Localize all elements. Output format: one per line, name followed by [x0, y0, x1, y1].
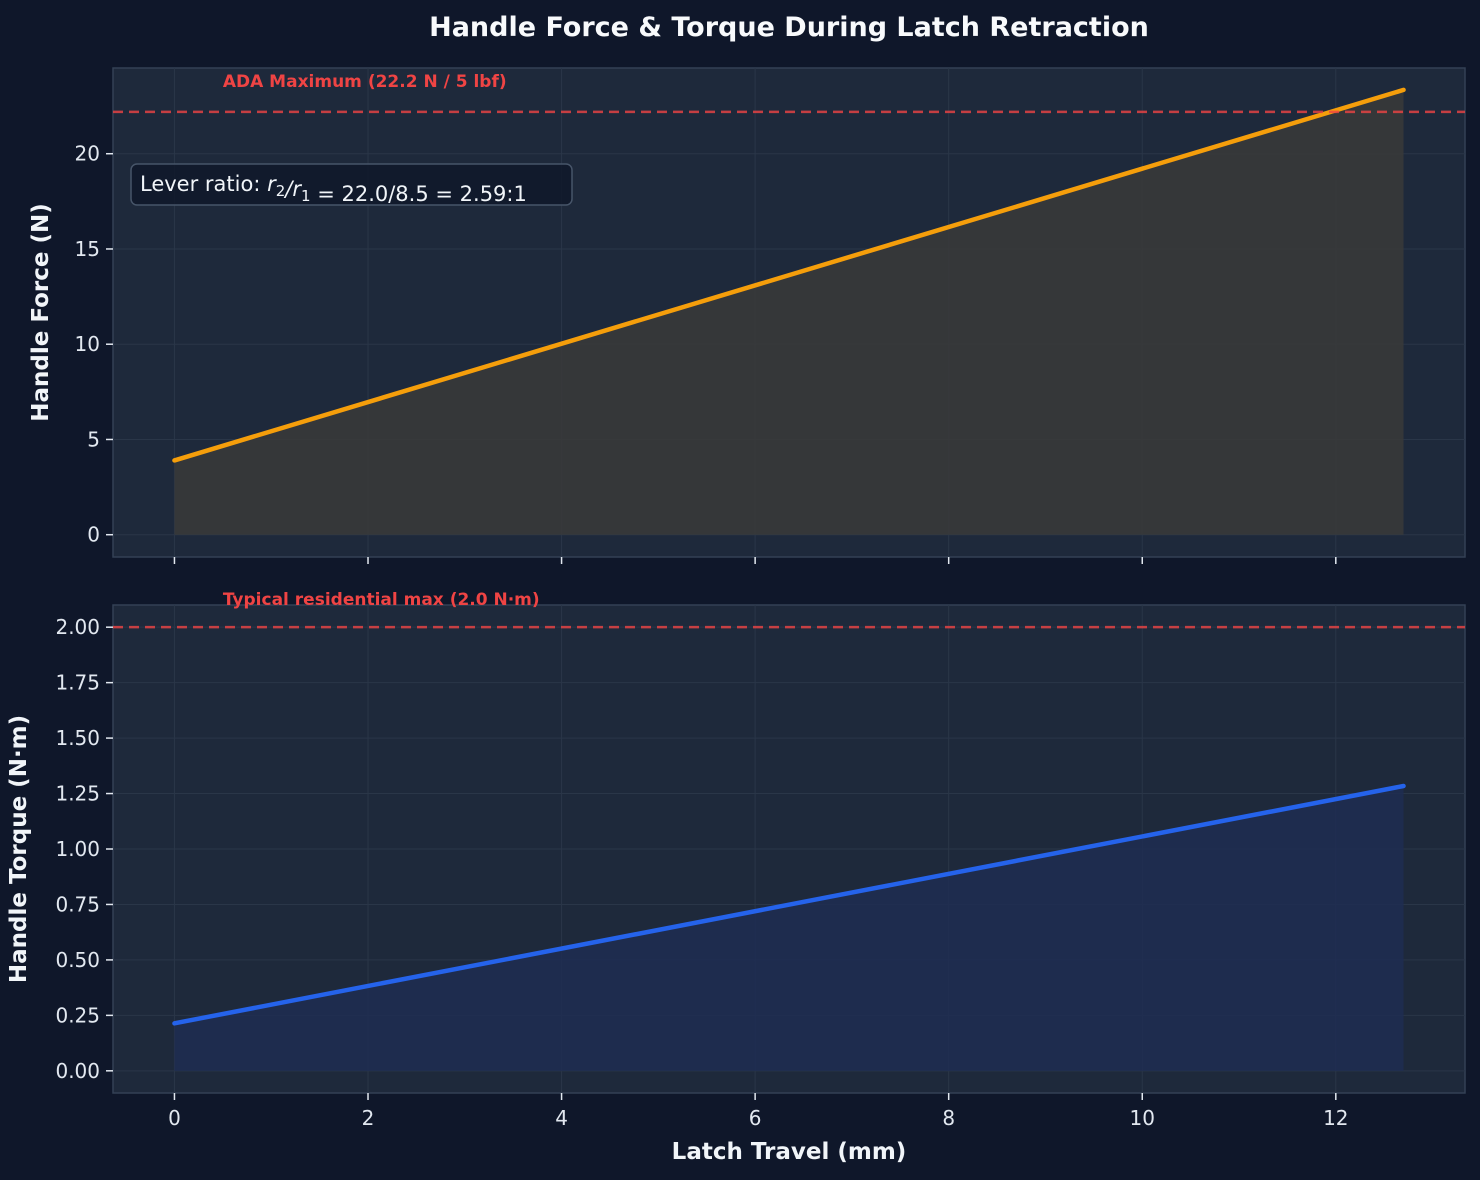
torque-x-tick-label: 6 [749, 1106, 762, 1130]
torque-y-axis-title: Handle Torque (N·m) [6, 715, 32, 983]
lever-ratio-part: / [283, 177, 294, 201]
force-y-tick-label: 20 [75, 142, 100, 166]
torque-y-tick-label: 0.50 [55, 948, 100, 972]
torque-y-tick-label: 0.00 [55, 1059, 100, 1083]
force-series-line [172, 87, 1406, 463]
torque-y-tick-label: 0.75 [55, 892, 100, 916]
lever-ratio-part: = 22.0/8.5 = 2.59:1 [311, 182, 527, 206]
lever-ratio-part: 1 [301, 187, 311, 205]
lever-ratio-part: Lever ratio: [140, 172, 267, 196]
force-y-tick-label: 15 [75, 237, 100, 261]
torque-series-line [172, 783, 1406, 1026]
force-panel: ADA Maximum (22.2 N / 5 lbf) 0 5 10 15 20 Hand… [28, 67, 1466, 564]
torque-x-tick-label: 12 [1323, 1106, 1348, 1130]
lever-ratio-annotation: Lever ratio: r2/r1 = 22.0/8.5 = 2.59:1 [140, 172, 527, 206]
torque-y-tick-label: 2.00 [55, 615, 100, 639]
torque-y-tick-label: 1.25 [55, 782, 100, 806]
force-y-axis-title: Handle Force (N) [28, 203, 54, 422]
torque-panel: Typical residential max (2.0 N·m) 0.00 0.2… [6, 590, 1466, 1130]
torque-reference-label: Typical residential max (2.0 N·m) [223, 590, 540, 610]
torque-x-tick-label: 0 [168, 1106, 181, 1130]
torque-x-tick-label: 4 [555, 1106, 568, 1130]
torque-x-tick-label: 8 [942, 1106, 955, 1130]
lever-ratio-part: r [292, 177, 302, 201]
torque-x-tick-label: 10 [1130, 1106, 1155, 1130]
torque-x-tick-label: 2 [362, 1106, 375, 1130]
force-y-tick-label: 0 [87, 523, 100, 547]
torque-y-tick-label: 0.25 [55, 1003, 100, 1027]
force-y-tick-label: 5 [87, 427, 100, 451]
force-reference-label: ADA Maximum (22.2 N / 5 lbf) [223, 72, 507, 92]
torque-y-tick-label: 1.75 [55, 671, 100, 695]
torque-y-tick-label: 1.50 [55, 726, 100, 750]
lever-ratio-part: r [267, 172, 277, 196]
force-y-tick-label: 10 [75, 332, 100, 356]
torque-area-fill [174, 786, 1404, 1071]
lever-ratio-box [130, 163, 573, 206]
force-area-fill [174, 89, 1404, 535]
x-axis-title: Latch Travel (mm) [672, 1139, 907, 1165]
lever-ratio-part: 2 [276, 182, 286, 200]
torque-y-tick-label: 1.00 [55, 837, 100, 861]
chart-title: Handle Force & Torque During Latch Retra… [429, 12, 1149, 43]
